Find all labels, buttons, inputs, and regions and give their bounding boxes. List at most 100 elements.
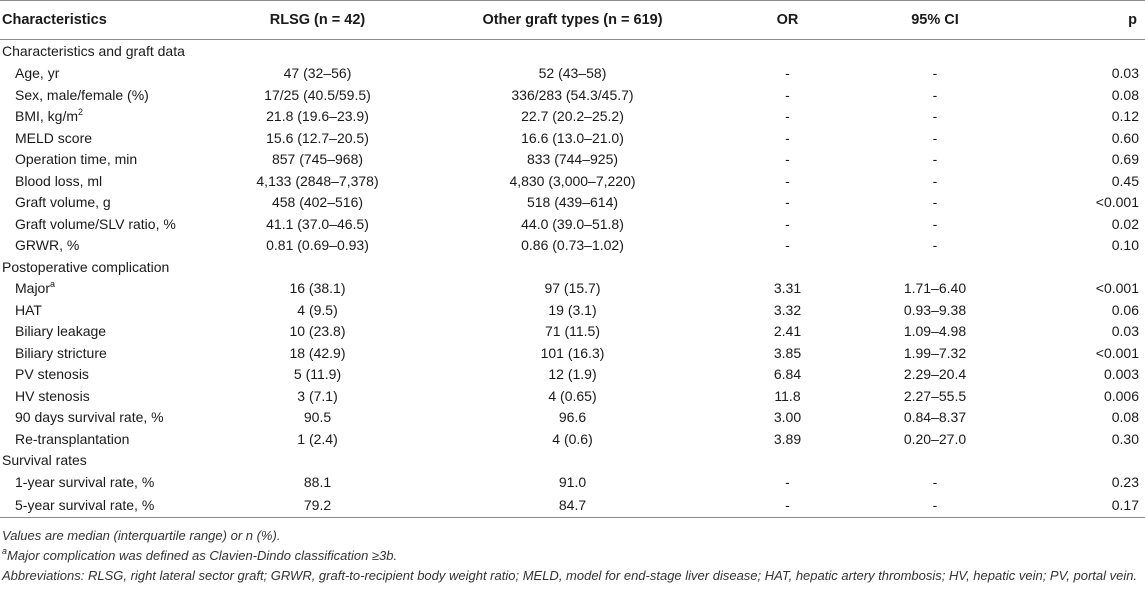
cell-other: 19 (3.1): [548, 301, 597, 318]
row-label: 90 days survival rate, %: [15, 409, 164, 426]
cell-ci: 2.29–20.4: [903, 366, 967, 383]
cell-other: 12 (1.9): [548, 366, 597, 383]
cell-or: -: [785, 215, 790, 232]
table-row: HV stenosis 3 (7.1) 4 (0.65) 11.8 2.27–5…: [0, 386, 1145, 408]
cell-p: 0.17: [1015, 493, 1145, 518]
cell-ci: -: [932, 172, 938, 189]
cell-rlsg: 857 (745–968): [271, 151, 364, 168]
row-label: Age, yr: [15, 65, 60, 82]
cell-or: 3.85: [773, 344, 802, 361]
row-label: Blood loss, ml: [15, 172, 103, 189]
cell-p: 0.08: [1111, 86, 1139, 103]
cell-p: 0.60: [1111, 129, 1139, 146]
superscript: 2: [78, 106, 84, 117]
cell-or: -: [785, 108, 790, 125]
cell-or: 6.84: [773, 366, 802, 383]
cell-ci: -: [932, 129, 938, 146]
cell-or: -: [785, 194, 790, 211]
cell-rlsg: 4,133 (2848–7,378): [256, 172, 379, 189]
cell-p: 0.006: [1103, 387, 1139, 404]
cell-ci: 1.99–7.32: [903, 344, 967, 361]
table-row: PV stenosis 5 (11.9) 12 (1.9) 6.84 2.29–…: [0, 364, 1145, 386]
footnote-abbreviations: Abbreviations: RLSG, right lateral secto…: [2, 568, 1138, 583]
table-row: Operation time, min 857 (745–968) 833 (7…: [0, 149, 1145, 171]
table-row: MELD score 15.6 (12.7–20.5) 16.6 (13.0–2…: [0, 128, 1145, 150]
header-rlsg: RLSG (n = 42): [210, 0, 425, 40]
cell-other: 96.6: [558, 409, 587, 426]
cell-ci: 1.71–6.40: [903, 280, 967, 297]
cell-other: 71 (11.5): [545, 323, 600, 340]
footnote-marker: a: [50, 278, 56, 289]
row-label: HAT: [15, 301, 42, 318]
footnote-marker: a: [2, 545, 8, 556]
cell-ci: 0.20–27.0: [903, 430, 967, 447]
cell-or: 3.00: [773, 409, 802, 426]
cell-or: 3.89: [773, 430, 802, 447]
section-title: Postoperative complication: [2, 258, 170, 275]
cell-other: 84.7: [425, 493, 720, 518]
cell-or: -: [785, 65, 790, 82]
header-ci: 95% CI: [855, 0, 1015, 40]
cell-rlsg: 10 (23.8): [289, 323, 346, 340]
cell-other: 44.0 (39.0–51.8): [521, 215, 624, 232]
cell-or: 11.8: [774, 387, 801, 404]
cell-rlsg: 1 (2.4): [297, 430, 338, 447]
table-row: Blood loss, ml 4,133 (2848–7,378) 4,830 …: [0, 171, 1145, 193]
cell-or: -: [785, 129, 790, 146]
section-row: Characteristics and graft data: [0, 40, 1145, 64]
cell-p: 0.30: [1111, 430, 1139, 447]
section-row: Survival rates: [0, 450, 1145, 472]
row-label: MELD score: [15, 129, 93, 146]
table-row: Graft volume, g 458 (402–516) 518 (439–6…: [0, 192, 1145, 214]
cell-p: 0.08: [1111, 409, 1139, 426]
cell-ci: -: [932, 86, 938, 103]
table-row: 5-year survival rate, % 79.2 84.7 - - 0.…: [0, 493, 1145, 518]
cell-or: 2.41: [773, 323, 802, 340]
table-row: Age, yr 47 (32–56) 52 (43–58) - - 0.03: [0, 63, 1145, 85]
cell-p: <0.001: [1095, 194, 1139, 211]
row-label: PV stenosis: [15, 366, 89, 383]
cell-or: -: [720, 493, 855, 518]
table-row: GRWR, % 0.81 (0.69–0.93) 0.86 (0.73–1.02…: [0, 235, 1145, 257]
cell-p: 0.06: [1111, 301, 1139, 318]
cell-ci: -: [932, 108, 938, 125]
cell-or: -: [785, 151, 790, 168]
table-row: Sex, male/female (%) 17/25 (40.5/59.5) 3…: [0, 85, 1145, 107]
cell-rlsg: 5 (11.9): [293, 366, 342, 383]
row-label: 1-year survival rate, %: [15, 473, 155, 490]
cell-other: 97 (15.7): [544, 280, 601, 297]
cell-p: 0.03: [1111, 65, 1139, 82]
row-label: Operation time, min: [15, 151, 138, 168]
row-label-text: BMI, kg/m: [15, 108, 79, 125]
cell-rlsg: 17/25 (40.5/59.5): [264, 86, 371, 103]
row-label: BMI, kg/m2: [0, 106, 210, 128]
cell-other: 833 (744–925): [526, 151, 619, 168]
results-table: Characteristics RLSG (n = 42) Other graf…: [0, 0, 1145, 518]
cell-rlsg: 4 (9.5): [297, 301, 338, 318]
cell-rlsg: 0.81 (0.69–0.93): [266, 237, 369, 254]
table-row: Re-transplantation 1 (2.4) 4 (0.6) 3.89 …: [0, 429, 1145, 451]
row-label-text: Major: [15, 280, 51, 297]
cell-ci: -: [932, 473, 938, 490]
cell-p: 0.03: [1111, 323, 1139, 340]
cell-p: 0.10: [1111, 237, 1139, 254]
table-row: BMI, kg/m2 21.8 (19.6–23.9) 22.7 (20.2–2…: [0, 106, 1145, 128]
cell-ci: 1.09–4.98: [903, 323, 967, 340]
cell-other: 52 (43–58): [538, 65, 607, 82]
header-or: OR: [720, 0, 855, 40]
section-title: Characteristics and graft data: [2, 43, 185, 59]
header-p: p: [1015, 0, 1145, 40]
section-row: Postoperative complication: [0, 257, 1145, 279]
cell-p: <0.001: [1095, 344, 1139, 361]
cell-rlsg: 458 (402–516): [271, 194, 364, 211]
table-header: Characteristics RLSG (n = 42) Other graf…: [0, 0, 1145, 40]
cell-ci: -: [932, 215, 938, 232]
cell-ci: -: [932, 65, 938, 82]
cell-rlsg: 15.6 (12.7–20.5): [266, 129, 369, 146]
cell-rlsg: 41.1 (37.0–46.5): [266, 215, 369, 232]
cell-ci: -: [932, 237, 938, 254]
table-row: Majora 16 (38.1) 97 (15.7) 3.31 1.71–6.4…: [0, 278, 1145, 300]
cell-other: 91.0: [558, 473, 587, 490]
table-row: Graft volume/SLV ratio, % 41.1 (37.0–46.…: [0, 214, 1145, 236]
row-label: Graft volume, g: [15, 194, 111, 211]
